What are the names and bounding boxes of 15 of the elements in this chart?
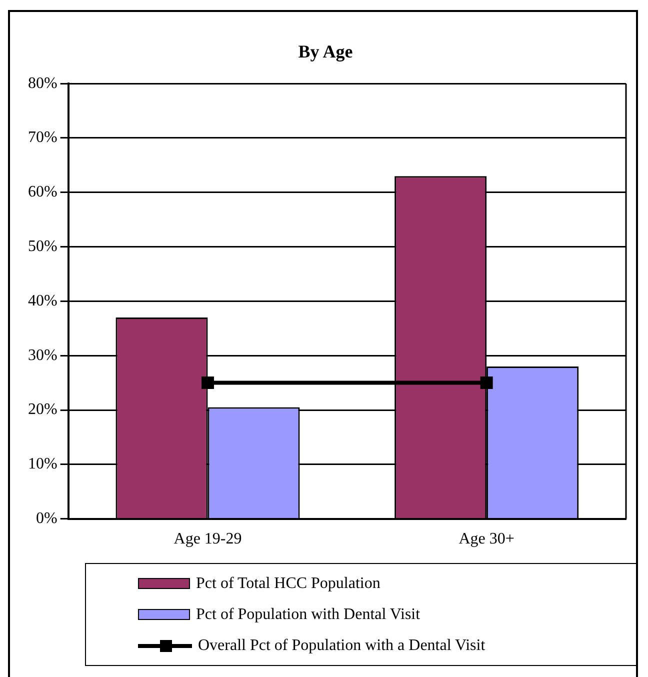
y-tick-label: 60% (28, 184, 58, 201)
y-tick-label: 70% (28, 129, 58, 146)
legend-label: Pct of Population with Dental Visit (196, 606, 420, 624)
x-tick-label: Age 30+ (458, 530, 514, 548)
legend-label: Overall Pct of Population with a Dental Visit (198, 636, 486, 654)
y-tick-label: 40% (28, 292, 58, 310)
y-tick-label: 0% (36, 510, 58, 528)
y-tick-label: 80% (28, 74, 58, 92)
y-tick-label: 30% (28, 346, 58, 364)
y-tick-label: 10% (28, 456, 58, 473)
legend-label: Pct of Total HCC Population (196, 574, 380, 592)
y-tick-label: 20% (28, 401, 58, 418)
y-tick-label: 50% (28, 238, 58, 256)
x-tick-label: Age 19-29 (174, 530, 242, 548)
chart-title: By Age (298, 41, 353, 62)
